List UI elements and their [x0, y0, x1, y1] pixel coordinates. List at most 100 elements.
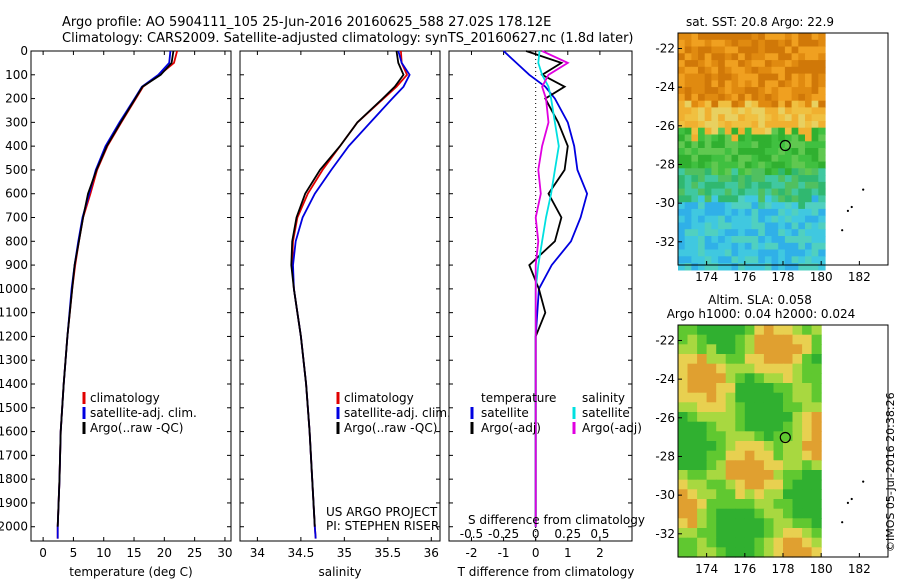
sst-cell: [711, 188, 719, 196]
sla-cell: [792, 334, 803, 345]
sst-cell: [691, 87, 699, 95]
sst-cell: [738, 242, 746, 251]
sst-cell: [818, 236, 826, 244]
sst-cell: [778, 114, 786, 122]
sst-cell: [704, 114, 712, 122]
lon-tick-label: 182: [848, 562, 871, 576]
sla-cell: [802, 402, 813, 413]
sla-cell: [744, 412, 755, 423]
sla-cell: [697, 412, 708, 423]
sla-cell: [754, 383, 765, 394]
sst-cell: [691, 161, 699, 169]
sst-cell: [778, 202, 786, 210]
sst-cell: [784, 114, 793, 122]
sst-cell: [731, 80, 739, 88]
sst-cell: [731, 114, 739, 122]
sst-cell: [791, 60, 799, 68]
sla-cell: [735, 470, 746, 481]
sla-cell: [735, 450, 746, 461]
sst-cell: [778, 236, 786, 244]
sla-cell: [773, 344, 784, 355]
sst-cell: [818, 148, 826, 156]
sst-cell: [778, 141, 786, 149]
sla-cell: [744, 383, 755, 394]
sla-cell: [783, 479, 794, 490]
sst-cell: [744, 154, 753, 163]
sst-cell: [744, 134, 753, 142]
sst-cell: [744, 215, 753, 224]
sst-cell: [784, 229, 793, 237]
sst-cell: [805, 236, 813, 244]
sla-cell: [706, 479, 717, 490]
sst-cell: [798, 46, 806, 54]
sst-cell: [771, 73, 779, 81]
sst-cell: [718, 80, 726, 88]
sst-cell: [704, 80, 712, 88]
sst-cell: [724, 249, 733, 257]
sst-cell: [744, 39, 753, 48]
sla-cell: [716, 392, 727, 403]
sla-cell: [792, 460, 803, 471]
sst-cell: [704, 242, 712, 251]
sst-cell: [805, 229, 813, 237]
sst-cell: [805, 73, 813, 81]
legend-argo-label: Argo(..raw -QC): [344, 421, 437, 435]
sst-cell: [711, 222, 719, 230]
sst-cell: [764, 168, 773, 176]
sst-cell: [751, 175, 759, 183]
sst-cell: [731, 236, 739, 244]
sst-cell: [805, 107, 813, 115]
sla-cell: [678, 325, 689, 336]
sla-cell: [763, 402, 774, 413]
sla-cell: [687, 344, 698, 355]
sst-cell: [784, 100, 793, 109]
lat-tick-label: -24: [655, 372, 675, 386]
sla-cell: [687, 441, 698, 452]
sst-cell: [704, 236, 712, 244]
sla-cell: [811, 363, 822, 374]
sst-cell: [678, 168, 686, 176]
sst-cell: [764, 215, 773, 224]
sla-cell: [697, 441, 708, 452]
sst-cell: [751, 181, 759, 190]
depth-tick-label: 200: [5, 92, 28, 106]
sst-cell: [764, 161, 773, 169]
sst-cell: [678, 256, 686, 264]
sst-cell: [791, 161, 799, 169]
sst-cell: [738, 195, 746, 203]
sst-cell: [811, 80, 819, 88]
sla-cell: [735, 479, 746, 490]
sst-cell: [771, 175, 779, 183]
sst-cell: [711, 148, 719, 156]
sst-cell: [678, 66, 686, 75]
sst-cell: [758, 127, 766, 136]
sla-cell: [783, 470, 794, 481]
sst-cell: [678, 175, 686, 183]
sst-cell: [698, 53, 706, 61]
sst-cell: [771, 236, 779, 244]
sst-cell: [771, 249, 779, 257]
sla-cell: [744, 499, 755, 510]
sst-cell: [744, 168, 753, 176]
sla-cell: [725, 363, 736, 374]
sst-cell: [771, 141, 779, 149]
sst-cell: [738, 154, 746, 163]
sst-cell: [811, 46, 819, 54]
sst-cell: [751, 222, 759, 230]
sst-cell: [691, 236, 699, 244]
sla-cell: [735, 334, 746, 345]
sst-cell: [738, 66, 746, 75]
sst-cell: [744, 100, 753, 109]
sst-cell: [724, 181, 733, 190]
sla-cell: [744, 450, 755, 461]
sst-cell: [751, 168, 759, 176]
sst-cell: [758, 215, 766, 224]
sst-cell: [724, 222, 733, 230]
sla-cell: [687, 334, 698, 345]
sla-cell: [754, 489, 765, 500]
sst-cell: [764, 256, 773, 264]
sla-cell: [725, 402, 736, 413]
sst-cell: [791, 73, 799, 81]
sst-cell: [818, 93, 826, 102]
sla-cell: [811, 499, 822, 510]
